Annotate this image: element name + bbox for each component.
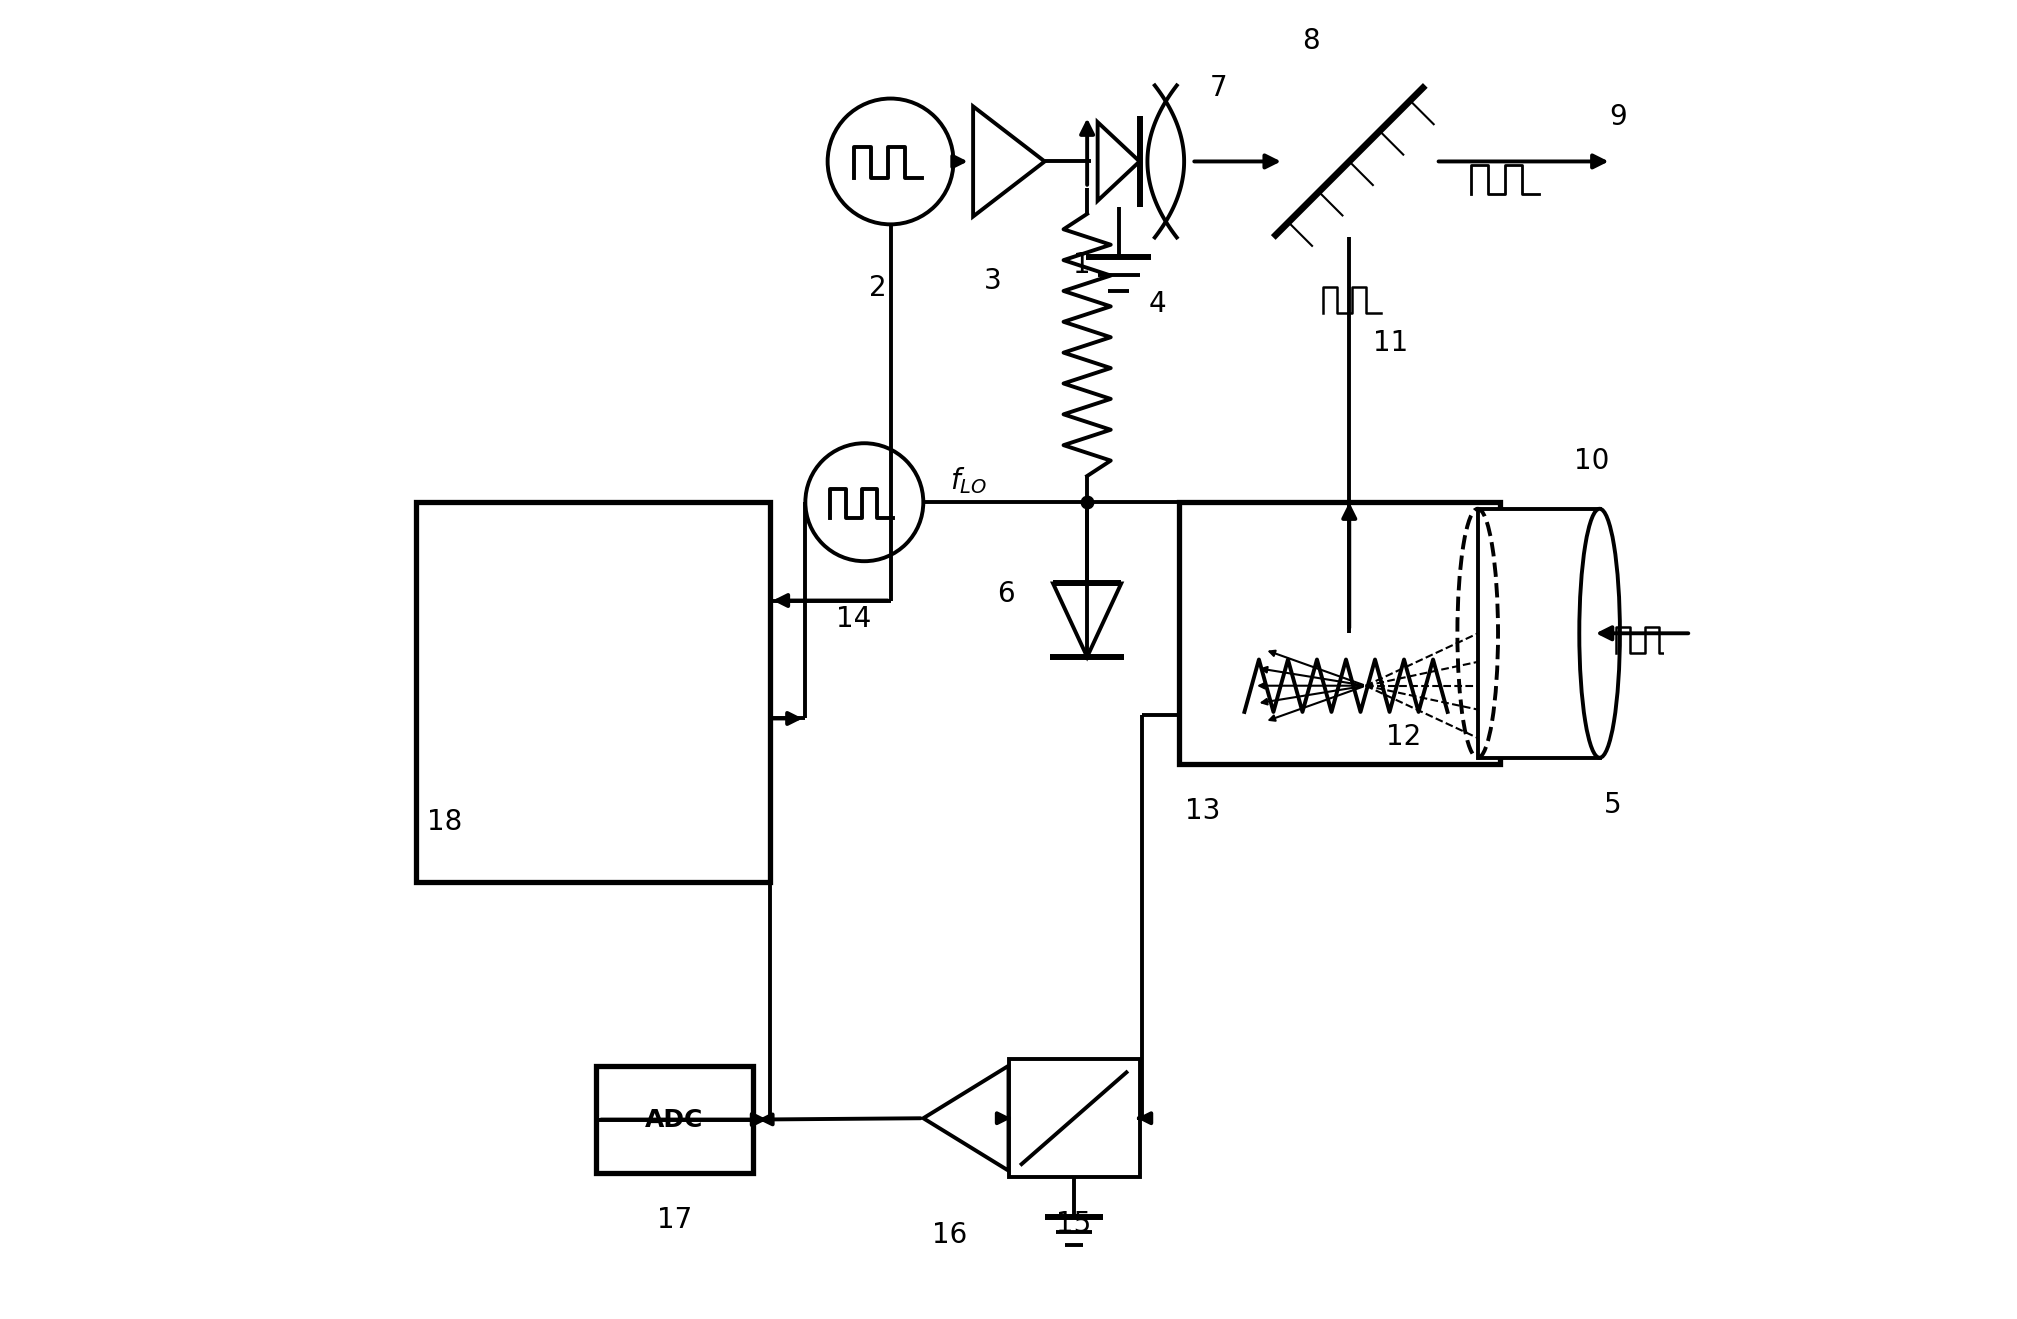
Text: 10: 10 [1573,447,1610,475]
Ellipse shape [1579,509,1620,758]
Text: $f_{LO}$: $f_{LO}$ [950,466,986,496]
Text: ADC: ADC [645,1108,704,1132]
Text: 4: 4 [1150,290,1166,318]
Text: 8: 8 [1303,26,1319,54]
Text: 15: 15 [1057,1211,1091,1239]
Text: 17: 17 [658,1207,692,1235]
Text: 13: 13 [1186,798,1220,826]
Text: 7: 7 [1210,74,1226,102]
Bar [416,503,770,882]
Text: 1: 1 [1073,251,1091,278]
Bar [1178,503,1501,764]
Text: 5: 5 [1604,791,1622,819]
Text: 18: 18 [426,807,462,836]
Bar [595,1066,752,1174]
Text: 11: 11 [1374,330,1408,357]
Text: 16: 16 [932,1221,966,1249]
Text: 3: 3 [984,266,1002,294]
Text: 2: 2 [869,274,885,302]
Bar [1478,509,1599,758]
Text: 14: 14 [837,604,871,633]
Bar [1008,1059,1140,1178]
Text: 6: 6 [998,580,1015,608]
Text: 9: 9 [1610,103,1628,131]
Text: 12: 12 [1386,723,1422,751]
